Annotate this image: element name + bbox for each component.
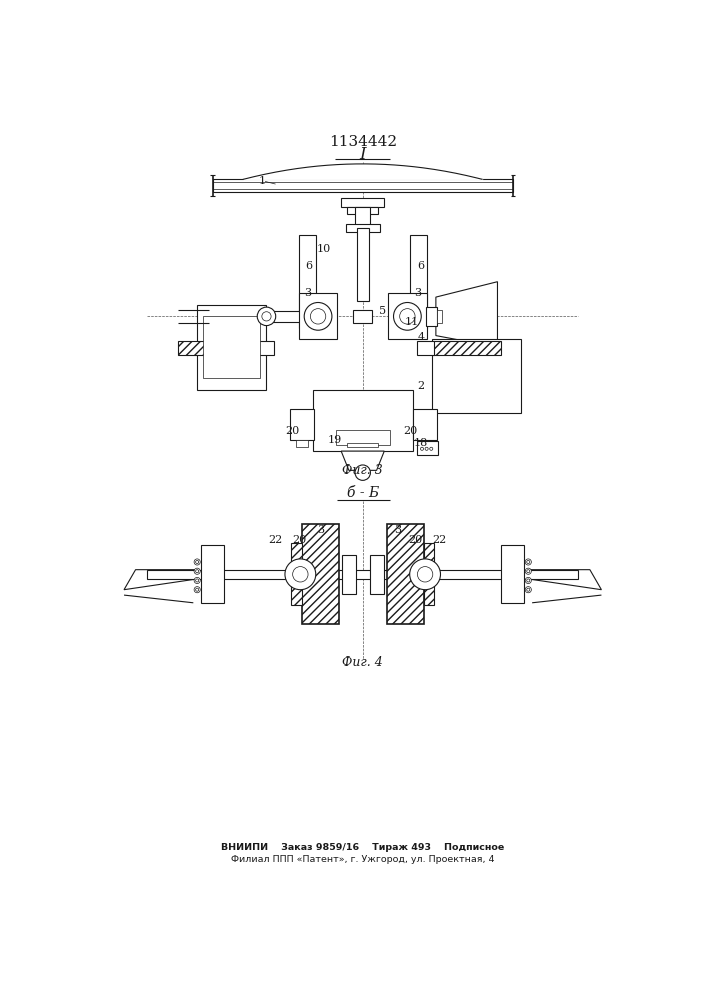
- Bar: [413, 409, 438, 440]
- Bar: [251, 341, 274, 355]
- Bar: [432, 339, 520, 413]
- Bar: [147, 570, 578, 579]
- Bar: [423, 543, 434, 605]
- Circle shape: [196, 579, 199, 582]
- Circle shape: [525, 577, 532, 584]
- Circle shape: [194, 559, 200, 565]
- Circle shape: [417, 567, 433, 582]
- Text: 20: 20: [408, 535, 422, 545]
- Text: 2: 2: [418, 381, 425, 391]
- Text: 18: 18: [414, 438, 428, 448]
- Bar: [213, 179, 513, 192]
- Bar: [426, 307, 438, 326]
- Text: ВНИИПИ    Заказ 9859/16    Тираж 493    Подписное: ВНИИПИ Заказ 9859/16 Тираж 493 Подписное: [221, 843, 504, 852]
- Bar: [267, 311, 317, 322]
- Circle shape: [527, 560, 530, 564]
- Circle shape: [421, 447, 423, 450]
- Polygon shape: [436, 282, 498, 347]
- Circle shape: [304, 302, 332, 330]
- Circle shape: [285, 559, 316, 590]
- Text: Филиал ППП «Патент», г. Ужгород, ул. Проектная, 4: Филиал ППП «Патент», г. Ужгород, ул. Про…: [231, 855, 494, 864]
- Circle shape: [525, 559, 532, 565]
- Circle shape: [196, 560, 199, 564]
- Circle shape: [293, 567, 308, 582]
- Circle shape: [527, 570, 530, 573]
- Text: 1: 1: [259, 176, 266, 186]
- Text: 10: 10: [317, 244, 332, 254]
- Circle shape: [196, 570, 199, 573]
- Bar: [356, 228, 369, 301]
- Bar: [347, 207, 378, 214]
- Circle shape: [355, 465, 370, 480]
- Text: 3: 3: [395, 525, 402, 535]
- Text: 6: 6: [418, 261, 425, 271]
- Bar: [201, 545, 224, 603]
- Bar: [370, 555, 383, 594]
- Circle shape: [196, 588, 199, 591]
- Text: 19: 19: [328, 435, 342, 445]
- Text: 4: 4: [418, 332, 425, 342]
- Circle shape: [425, 447, 428, 450]
- Text: 20: 20: [403, 426, 418, 436]
- Bar: [428, 311, 436, 322]
- Bar: [204, 316, 260, 378]
- Text: 6: 6: [305, 261, 312, 271]
- Text: 22: 22: [268, 535, 282, 545]
- Circle shape: [194, 577, 200, 584]
- Bar: [312, 389, 413, 451]
- Circle shape: [430, 447, 433, 450]
- Circle shape: [262, 312, 271, 321]
- Circle shape: [525, 587, 532, 593]
- Bar: [354, 310, 372, 323]
- Bar: [347, 443, 378, 447]
- Bar: [416, 341, 433, 355]
- Bar: [290, 409, 314, 440]
- Text: 3: 3: [304, 288, 311, 298]
- Bar: [299, 235, 316, 328]
- Bar: [336, 430, 390, 445]
- Bar: [342, 555, 356, 594]
- Bar: [178, 341, 251, 355]
- Text: 5: 5: [379, 306, 386, 316]
- Polygon shape: [341, 451, 385, 470]
- Circle shape: [194, 568, 200, 574]
- Circle shape: [194, 587, 200, 593]
- Text: Фиг. 3: Фиг. 3: [342, 464, 383, 477]
- Circle shape: [394, 302, 421, 330]
- Text: 3: 3: [317, 525, 325, 535]
- Bar: [296, 440, 308, 447]
- Bar: [409, 235, 426, 328]
- Text: б - Б: б - Б: [346, 486, 379, 500]
- Text: 1134442: 1134442: [329, 135, 397, 149]
- Text: 3: 3: [414, 288, 421, 298]
- Circle shape: [257, 307, 276, 326]
- Text: 22: 22: [433, 535, 447, 545]
- Bar: [501, 545, 525, 603]
- Text: 11: 11: [405, 317, 419, 327]
- Polygon shape: [528, 570, 602, 590]
- Bar: [355, 207, 370, 229]
- Polygon shape: [124, 570, 197, 590]
- Circle shape: [527, 588, 530, 591]
- Bar: [346, 224, 380, 232]
- Text: 20: 20: [293, 535, 307, 545]
- Text: I: I: [359, 146, 366, 163]
- Bar: [416, 441, 438, 455]
- Text: 20: 20: [285, 426, 299, 436]
- Circle shape: [409, 559, 440, 590]
- Bar: [341, 198, 385, 207]
- Bar: [302, 524, 339, 624]
- Bar: [387, 524, 423, 624]
- Circle shape: [527, 579, 530, 582]
- Bar: [388, 293, 426, 339]
- Text: Фиг. 4: Фиг. 4: [342, 656, 383, 669]
- Circle shape: [310, 309, 326, 324]
- Circle shape: [525, 568, 532, 574]
- Bar: [438, 310, 442, 323]
- Bar: [197, 305, 267, 389]
- Bar: [299, 293, 337, 339]
- Bar: [432, 341, 501, 355]
- Bar: [291, 543, 302, 605]
- Circle shape: [399, 309, 415, 324]
